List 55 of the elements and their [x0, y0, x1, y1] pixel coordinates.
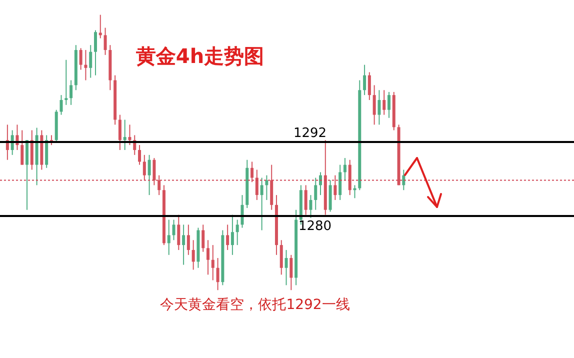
candlestick: [363, 64, 366, 96]
candlestick: [89, 44, 92, 78]
candlestick: [387, 91, 390, 118]
candlestick: [206, 240, 210, 276]
candlestick: [79, 48, 82, 70]
candlestick: [226, 224, 230, 250]
candlestick: [202, 224, 205, 252]
candlestick: [118, 114, 122, 150]
candlestick: [368, 72, 371, 100]
candlestick: [152, 158, 156, 186]
candlestick: [265, 174, 268, 200]
candlestick: [60, 94, 63, 116]
candlestick: [343, 158, 346, 181]
candlestick: [177, 214, 180, 250]
candlestick: [382, 90, 386, 116]
candlestick: [172, 219, 176, 241]
candlestick: [334, 174, 337, 200]
candlestick: [167, 219, 170, 256]
candlestick: [70, 80, 73, 106]
candlestick: [123, 119, 126, 150]
candlestick: [158, 174, 161, 196]
candlestick: [104, 27, 107, 56]
candlestick: [280, 240, 283, 276]
candlestick: [314, 177, 318, 210]
candlestick: [338, 164, 342, 200]
candlestick: [98, 14, 102, 39]
candlestick: [402, 169, 406, 191]
candlestick: [309, 194, 312, 218]
candlestick: [372, 84, 376, 126]
ref-line-label: 1292: [293, 126, 327, 141]
candlestick: [290, 254, 293, 291]
candlestick: [94, 30, 97, 76]
candlestick: [255, 169, 258, 200]
candlestick: [211, 244, 214, 281]
candlestick: [20, 130, 24, 166]
candlestick: [138, 144, 142, 166]
text: 黄金4h走势图: [134, 44, 264, 68]
candlestick: [304, 184, 308, 216]
annotation: 今天黄金看空，依托1292一线: [160, 297, 350, 313]
candlestick: [230, 214, 234, 256]
candlestick: [236, 219, 239, 246]
candlestick: [216, 258, 220, 291]
ref-line-label: 1280: [298, 219, 332, 234]
candlestick: [186, 224, 190, 256]
candlestick: [260, 177, 264, 231]
candlestick: [64, 59, 68, 106]
candlestick: [148, 154, 151, 196]
candlestick: [84, 49, 88, 81]
candlestick: [182, 224, 186, 266]
candlestick: [378, 90, 381, 126]
candlestick: [128, 124, 132, 146]
candlestick: [284, 249, 288, 286]
candlestick: [250, 161, 254, 183]
candlestick: [192, 240, 195, 270]
candlestick: [142, 154, 146, 181]
